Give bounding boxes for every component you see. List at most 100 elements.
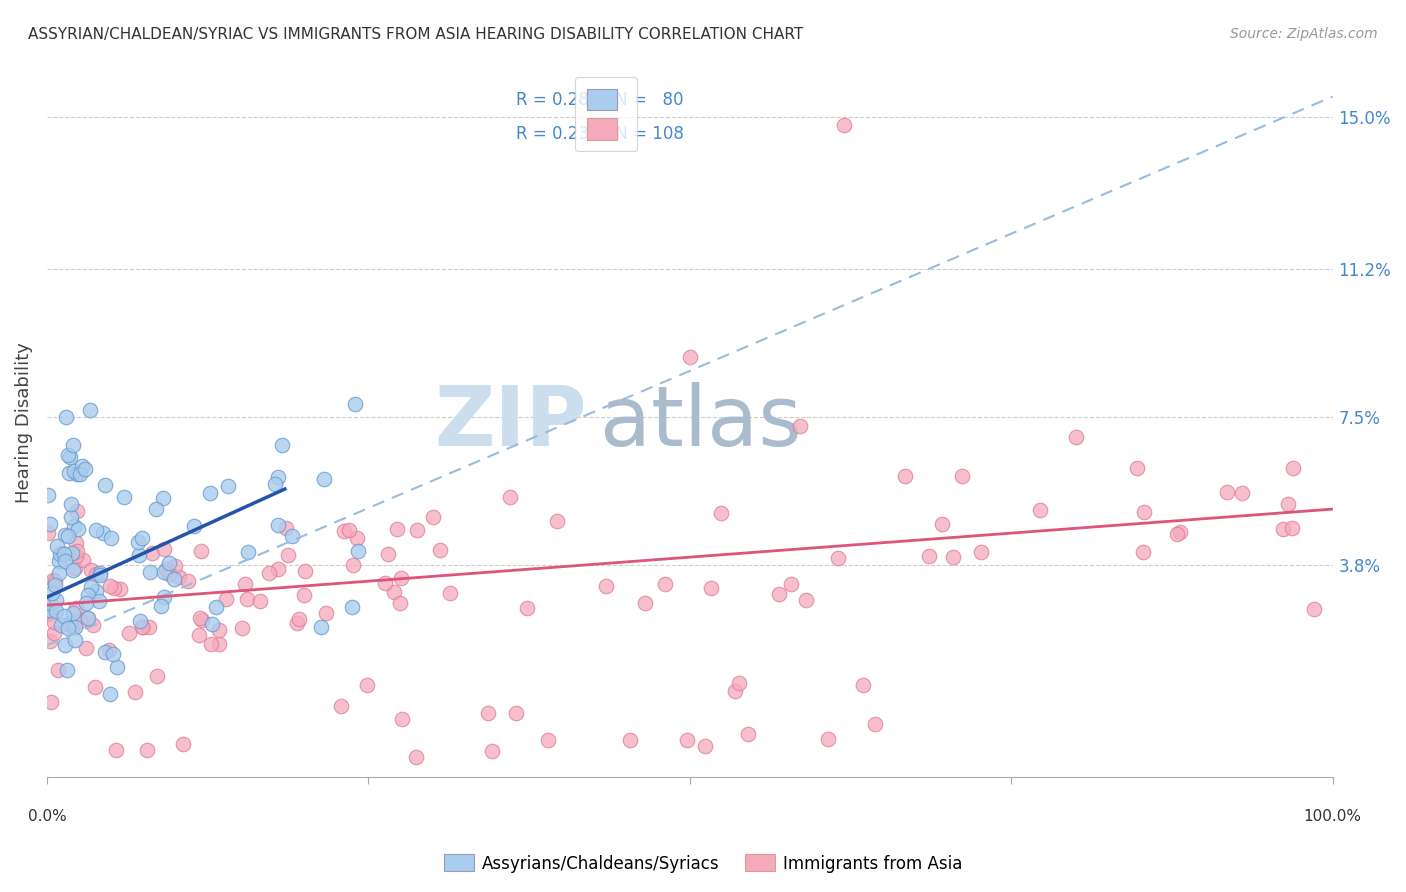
Point <box>132 620 155 634</box>
Point <box>294 564 316 578</box>
Point <box>72 553 94 567</box>
Point <box>311 620 333 634</box>
Point <box>77 611 100 625</box>
Point <box>60 546 83 560</box>
Legend: , : , <box>575 77 637 152</box>
Point <box>439 586 461 600</box>
Y-axis label: Hearing Disability: Hearing Disability <box>15 343 32 503</box>
Point <box>41 585 63 599</box>
Point <box>693 739 716 753</box>
Point <box>75 596 97 610</box>
Point <box>634 596 657 610</box>
Point <box>77 587 100 601</box>
Point <box>62 563 84 577</box>
Point <box>215 591 238 606</box>
Point <box>789 419 811 434</box>
Point <box>145 502 167 516</box>
Point <box>65 549 87 563</box>
Point <box>157 557 180 571</box>
Point <box>127 534 149 549</box>
Point <box>53 554 76 568</box>
Point <box>53 548 76 562</box>
Point <box>38 516 60 531</box>
Point <box>37 488 59 502</box>
Point <box>249 594 271 608</box>
Point <box>56 664 79 678</box>
Point <box>172 737 194 751</box>
Point <box>150 599 173 613</box>
Point <box>89 566 111 581</box>
Point <box>1126 461 1149 475</box>
Point <box>337 523 360 537</box>
Point <box>39 695 62 709</box>
Point <box>163 558 186 573</box>
Point <box>98 578 121 592</box>
Point <box>1029 502 1052 516</box>
Point <box>654 577 676 591</box>
Point <box>94 478 117 492</box>
Point <box>105 742 128 756</box>
Point <box>727 676 749 690</box>
Point <box>388 596 411 610</box>
Point <box>287 612 309 626</box>
Point <box>44 578 66 592</box>
Point <box>346 531 368 545</box>
Point <box>59 616 82 631</box>
Point <box>205 599 228 614</box>
Point <box>117 625 139 640</box>
Point <box>429 543 451 558</box>
Point <box>970 545 993 559</box>
Point <box>131 620 153 634</box>
Point <box>499 490 522 504</box>
Point <box>59 497 82 511</box>
Point <box>865 717 887 731</box>
Point <box>183 519 205 533</box>
Point <box>405 750 427 764</box>
Point <box>153 590 176 604</box>
Text: R = 0.289   N =   80: R = 0.289 N = 80 <box>516 91 683 110</box>
Point <box>267 562 290 576</box>
Point <box>595 579 617 593</box>
Point <box>257 566 280 581</box>
Point <box>53 638 76 652</box>
Point <box>38 597 60 611</box>
Point <box>281 529 304 543</box>
Text: ASSYRIAN/CHALDEAN/SYRIAC VS IMMIGRANTS FROM ASIA HEARING DISABILITY CORRELATION : ASSYRIAN/CHALDEAN/SYRIAC VS IMMIGRANTS F… <box>28 27 803 42</box>
Point <box>72 458 94 473</box>
Point <box>62 438 84 452</box>
Point <box>274 521 297 535</box>
Point <box>65 535 87 549</box>
Text: atlas: atlas <box>600 383 801 464</box>
Point <box>177 574 200 588</box>
Text: ZIP: ZIP <box>434 383 586 464</box>
Point <box>333 524 356 538</box>
Point <box>167 570 190 584</box>
Point <box>481 744 503 758</box>
Point <box>1166 526 1188 541</box>
Point <box>422 510 444 524</box>
Point <box>377 548 399 562</box>
Point <box>75 641 97 656</box>
Point <box>66 504 89 518</box>
Point <box>155 562 177 576</box>
Point <box>94 645 117 659</box>
Point <box>619 733 641 747</box>
Point <box>108 582 131 596</box>
Point <box>37 526 59 541</box>
Point <box>710 506 733 520</box>
Point <box>80 580 103 594</box>
Point <box>546 514 568 528</box>
Point <box>208 624 231 638</box>
Point <box>128 549 150 563</box>
Point <box>103 582 125 596</box>
Point <box>931 516 953 531</box>
Point <box>42 615 65 629</box>
Point <box>794 593 817 607</box>
Point <box>271 438 294 452</box>
Point <box>1271 522 1294 536</box>
Point <box>56 528 79 542</box>
Point <box>942 550 965 565</box>
Point <box>817 731 839 746</box>
Point <box>676 733 699 747</box>
Point <box>1064 430 1087 444</box>
